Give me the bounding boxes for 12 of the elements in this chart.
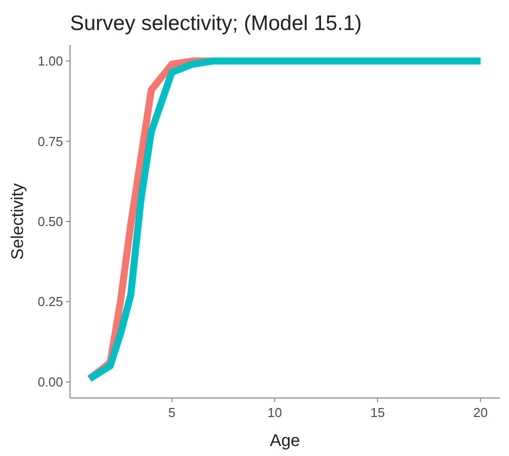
chart-title: Survey selectivity; (Model 15.1): [70, 12, 362, 35]
x-tick-label: 20: [473, 405, 488, 420]
x-axis-title: Age: [270, 431, 300, 450]
x-tick-label: 10: [267, 405, 282, 420]
y-tick-label: 0.00: [38, 374, 63, 390]
y-axis-title: Selectivity: [8, 182, 27, 260]
y-tick-label: 0.75: [38, 134, 63, 149]
x-tick-label: 15: [370, 405, 385, 420]
y-tick-label: 0.25: [38, 294, 63, 310]
x-tick-label: 5: [168, 405, 176, 420]
y-tick-label: 0.50: [38, 214, 63, 229]
y-tick-label: 1.00: [38, 54, 63, 69]
